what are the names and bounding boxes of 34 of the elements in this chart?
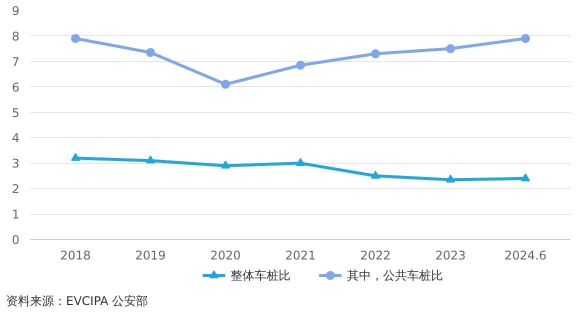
point xyxy=(296,158,305,166)
point xyxy=(71,34,80,43)
y-tick-label: 7 xyxy=(12,54,20,69)
point xyxy=(146,48,155,57)
point xyxy=(221,80,230,89)
x-tick-label: 2023 xyxy=(435,248,466,262)
x-tick-label: 2020 xyxy=(210,248,241,262)
point xyxy=(71,152,80,161)
point xyxy=(146,156,155,164)
x-tick-label: 2022 xyxy=(360,248,391,262)
y-tick-label: 1 xyxy=(12,208,20,222)
y-tick-label: 0 xyxy=(12,233,20,247)
point xyxy=(296,60,305,70)
y-tick-label: 9 xyxy=(12,4,20,18)
y-tick-label: 6 xyxy=(12,80,20,94)
x-tick-label: 2018 xyxy=(60,248,91,262)
y-tick-label: 2 xyxy=(12,182,20,196)
point xyxy=(446,174,455,183)
x-tick-label: 2021 xyxy=(285,248,316,262)
text: 资料来源：EVCIPA 公安部 xyxy=(6,293,148,310)
point xyxy=(521,34,530,43)
x-tick-label: 2024.6 xyxy=(504,248,547,262)
point xyxy=(221,160,230,169)
x-tick-label: 2019 xyxy=(135,248,166,262)
y-tick-label: 8 xyxy=(12,29,20,44)
point xyxy=(446,44,455,54)
point xyxy=(371,49,380,58)
point xyxy=(521,173,530,182)
y-tick-label: 5 xyxy=(12,106,20,120)
legend-label: 其中，公共车桩比 xyxy=(347,268,444,282)
y-tick-label: 3 xyxy=(12,156,20,171)
y-tick-label: 4 xyxy=(12,131,20,146)
legend-label: 整体车桩比 xyxy=(230,268,291,282)
point xyxy=(371,170,380,179)
